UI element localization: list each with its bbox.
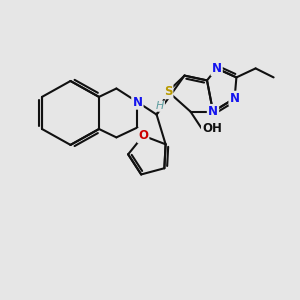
- Text: S: S: [164, 85, 172, 98]
- Text: N: N: [230, 92, 240, 105]
- Text: O: O: [138, 129, 148, 142]
- Text: N: N: [132, 95, 142, 109]
- Text: H: H: [156, 101, 164, 111]
- Text: N: N: [212, 62, 222, 75]
- Text: N: N: [208, 105, 218, 118]
- Text: OH: OH: [202, 122, 222, 135]
